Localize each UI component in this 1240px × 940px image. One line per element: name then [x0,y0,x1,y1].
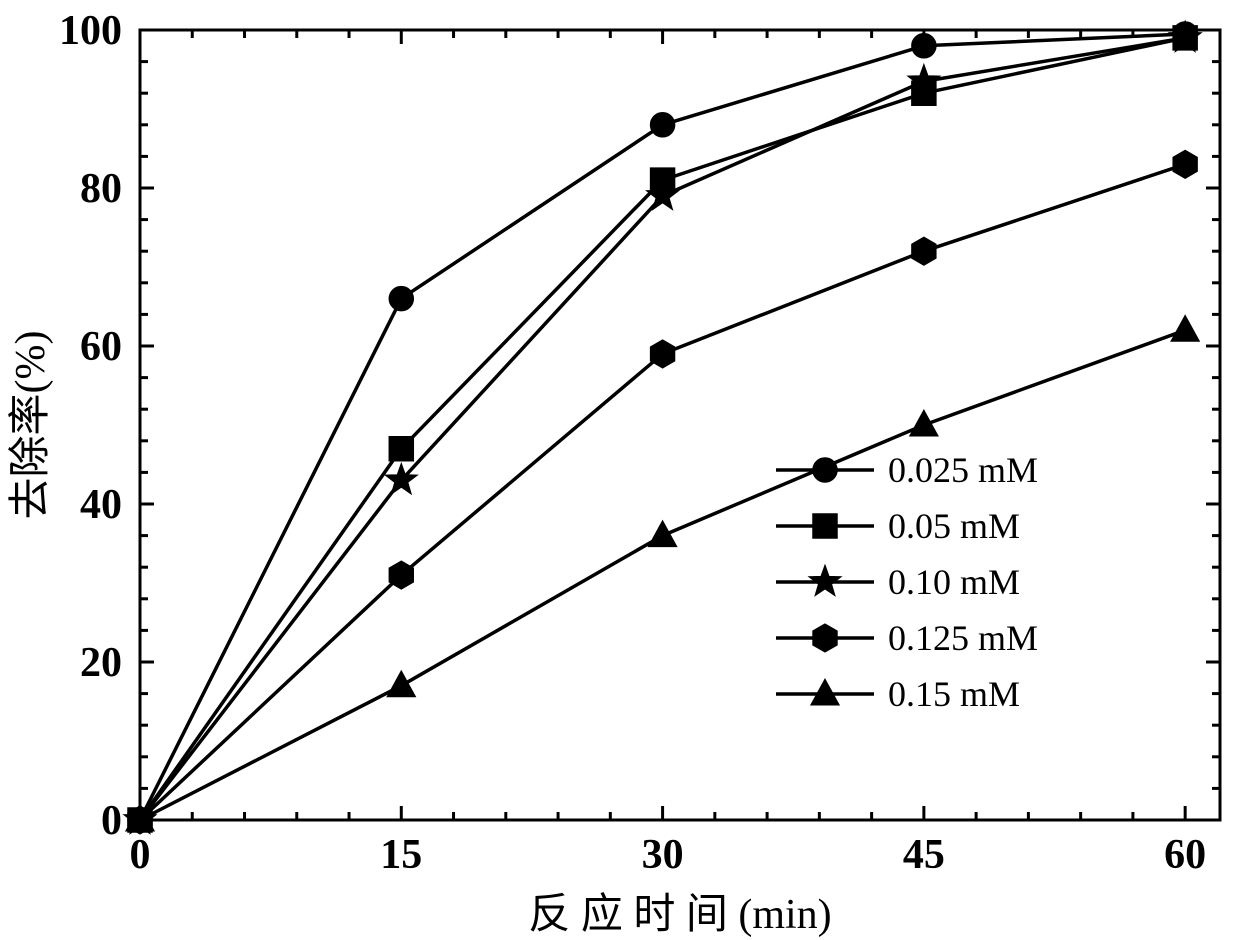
series-3 [128,151,1197,834]
x-axis-label: 反 应 时 间 (min) [528,891,831,938]
x-tick-label: 0 [130,832,151,878]
series-line [140,38,1185,820]
line-chart: 0 15 30 45 60 0 20 40 60 80 100 反 应 时 间 (min) 去除率(%)… [0,0,1240,940]
marker-hexagon [912,237,936,265]
marker-square [389,437,413,461]
x-tick-label: 45 [903,832,945,878]
y-tick-label: 20 [80,640,122,686]
y-tick-label: 40 [80,482,122,528]
series-line [140,38,1185,820]
x-tick-label: 60 [1164,832,1206,878]
series-line [140,164,1185,820]
series-2 [125,22,1201,833]
marker-square [813,514,837,538]
legend: 0.025 mM 0.05 mM 0.10 mM 0.125 mM 0.15 mM [776,450,1038,714]
marker-triangle [811,680,839,705]
legend-label: 0.05 mM [888,506,1020,546]
x-tick-label: 15 [380,832,422,878]
marker-circle [651,113,675,137]
x-tick-label: 30 [642,832,684,878]
marker-triangle [649,521,677,546]
legend-label: 0.025 mM [888,450,1038,490]
series-line [140,34,1185,820]
marker-hexagon [1173,151,1197,179]
marker-hexagon [813,624,837,652]
legend-label: 0.15 mM [888,674,1020,714]
series-line [140,330,1185,820]
marker-circle [912,34,936,58]
series-0 [128,22,1197,832]
marker-circle [813,458,837,482]
legend-label: 0.10 mM [888,562,1020,602]
marker-triangle [387,671,415,696]
marker-hexagon [651,340,675,368]
y-tick-label: 100 [59,8,122,54]
y-tick-label: 60 [80,324,122,370]
marker-hexagon [389,561,413,589]
series-1 [128,26,1197,832]
legend-label: 0.125 mM [888,618,1038,658]
y-tick-label: 0 [101,798,122,844]
y-tick-label: 80 [80,166,122,212]
y-axis-label: 去除率(%) [7,331,54,520]
chart-container: 0 15 30 45 60 0 20 40 60 80 100 反 应 时 间 (min) 去除率(%)… [0,0,1240,940]
marker-circle [389,287,413,311]
marker-star [810,566,841,595]
marker-triangle [1171,316,1199,341]
series-4 [126,316,1199,831]
